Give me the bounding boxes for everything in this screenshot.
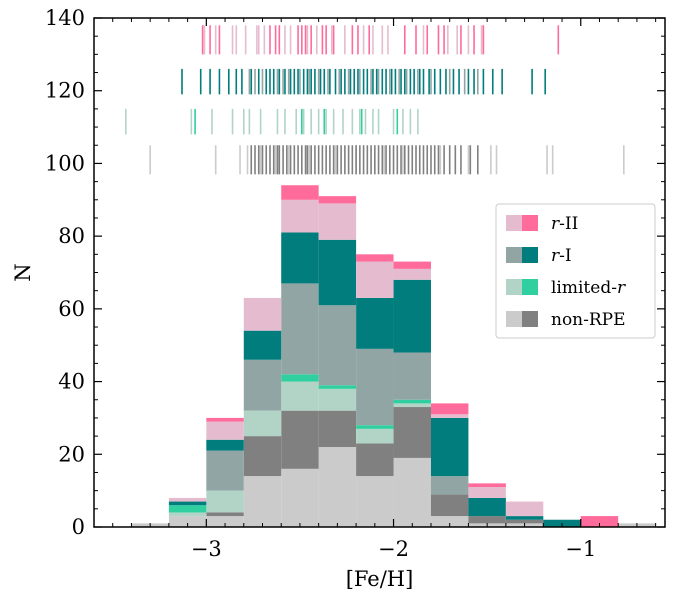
bar-limited_light — [206, 490, 244, 513]
bar-nonrpe_dark — [468, 516, 506, 524]
y-tick-label: 100 — [45, 151, 85, 175]
bar-rI_light — [318, 305, 357, 386]
legend-swatch-dark — [522, 247, 538, 263]
histogram-bars — [131, 185, 656, 527]
bar-rII_dark — [318, 196, 357, 204]
y-tick-label: 40 — [58, 370, 85, 394]
legend-swatch-light — [506, 215, 522, 231]
bar-nonrpe_light — [393, 457, 431, 527]
legend-swatch-dark — [522, 215, 538, 231]
legend-swatch-light — [506, 279, 522, 295]
bar-rII_light — [468, 487, 506, 498]
legend-label: limited-r — [551, 278, 626, 298]
bar-limited_light — [318, 388, 357, 411]
bar-nonrpe_light — [206, 516, 244, 527]
bar-rII_light — [318, 203, 357, 240]
bar-rI_dark — [393, 279, 431, 353]
bar-rII_dark — [356, 254, 394, 262]
bar-rI_dark — [168, 501, 207, 506]
bar-rI_dark — [281, 232, 319, 284]
bar-rI_light — [281, 283, 319, 375]
bar-nonrpe_dark — [206, 512, 244, 517]
bar-rII_light — [393, 268, 431, 280]
bar-limited_light — [168, 512, 207, 517]
bar-nonrpe_light — [356, 476, 394, 527]
bar-rII_light — [356, 261, 394, 298]
bar-limited_dark — [356, 425, 394, 429]
bar-limited_light — [393, 403, 431, 408]
bar-rI_dark — [430, 417, 469, 477]
bar-rI_light — [356, 348, 394, 426]
bar-nonrpe_dark — [505, 519, 544, 524]
rug-plot — [125, 25, 625, 175]
bar-rII_dark — [580, 516, 619, 527]
bar-rII_light — [281, 199, 319, 233]
bar-limited_dark — [168, 505, 207, 513]
bar-rII_light — [206, 421, 244, 440]
bar-limited_dark — [318, 385, 357, 389]
legend-swatch-dark — [522, 311, 538, 327]
bar-rI_light — [243, 359, 282, 411]
bar-rII_dark — [206, 417, 244, 422]
bar-rI_dark — [243, 330, 282, 360]
bar-nonrpe_dark — [393, 407, 431, 458]
x-axis-label: [Fe/H] — [346, 567, 414, 591]
bar-nonrpe_dark — [318, 410, 357, 448]
legend: r-II r-I limited-r non-RPE — [495, 203, 656, 339]
bar-rI_light — [393, 352, 431, 400]
bar-limited_light — [356, 428, 394, 444]
legend-swatch-dark — [522, 279, 538, 295]
bar-rII_light — [505, 501, 544, 517]
legend-label: r-I — [551, 246, 572, 266]
bar-nonrpe_dark — [430, 494, 469, 517]
y-tick-label: 60 — [58, 297, 85, 321]
x-tick-label: −3 — [191, 537, 222, 561]
bar-rI_dark — [206, 439, 244, 451]
y-tick-label: 20 — [58, 442, 85, 466]
bar-nonrpe_light — [318, 447, 357, 527]
bar-nonrpe_dark — [281, 410, 319, 469]
legend-label: r-II — [551, 214, 578, 234]
bar-rI_dark — [356, 297, 394, 349]
bar-nonrpe_light — [243, 476, 282, 527]
axis-tick-labels: 0 20 40 60 80 100 120 140 −3 −2 −1 — [45, 6, 596, 561]
axis-ticks — [94, 17, 665, 528]
y-tick-label: 140 — [45, 6, 85, 30]
bar-limited_light — [281, 381, 319, 411]
bar-nonrpe_light — [168, 516, 207, 527]
bar-nonrpe_light — [281, 468, 319, 527]
bar-rII_light — [168, 497, 207, 502]
bar-nonrpe_dark — [243, 436, 282, 477]
y-tick-label: 80 — [58, 224, 85, 248]
bar-rI_dark — [505, 516, 544, 520]
y-tick-label: 0 — [72, 515, 85, 539]
bar-limited_light — [243, 410, 282, 437]
bar-rII_dark — [430, 403, 469, 415]
bar-nonrpe_light — [430, 516, 469, 527]
bar-limited_dark — [393, 399, 431, 404]
bar-rI_dark — [318, 239, 357, 306]
legend-box — [495, 203, 656, 339]
bar-rII_dark — [393, 261, 431, 269]
bar-rI_dark — [468, 497, 506, 517]
y-axis-label: N — [11, 263, 35, 281]
bar-rII_light — [243, 297, 282, 331]
bar-rI_light — [206, 450, 244, 491]
bar-rII_dark — [468, 483, 506, 488]
bar-limited_dark — [281, 374, 319, 382]
bar-nonrpe_dark — [356, 443, 394, 477]
x-tick-label: −1 — [565, 537, 596, 561]
bar-rI_light — [430, 476, 469, 495]
legend-swatch-light — [506, 311, 522, 327]
y-tick-label: 120 — [45, 79, 85, 103]
bar-rII_light — [430, 414, 469, 418]
bar-rII_dark — [281, 185, 319, 200]
legend-label: non-RPE — [551, 310, 626, 330]
x-tick-label: −2 — [378, 537, 409, 561]
legend-swatch-light — [506, 247, 522, 263]
